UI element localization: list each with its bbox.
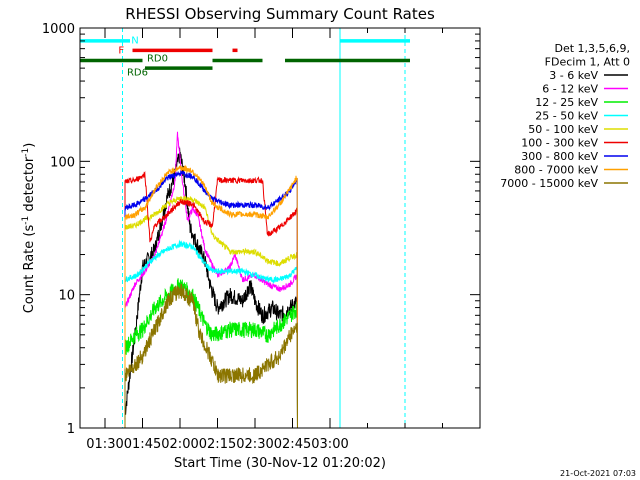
y-tick-label-3: 1000: [42, 22, 75, 37]
flag-label-2: RD0: [147, 54, 168, 65]
y-axis-label-main: Count Rate (s: [22, 225, 37, 314]
y-tick-label-0: 1: [67, 422, 75, 437]
legend-entry-4: 50 - 100 keV: [528, 123, 598, 136]
y-axis-label: Count Rate (s-1 detector-1): [21, 143, 37, 314]
x-axis-ticks: 01:30 01:45 02:00 02:15 02:30 02:45 03:00: [86, 28, 481, 452]
x-tick-label-6: 03:00: [311, 437, 348, 452]
flag-label-3: RD6: [127, 68, 148, 79]
x-tick-label-5: 02:45: [274, 437, 311, 452]
series-line-8: [124, 283, 298, 428]
series-line-0: [124, 147, 298, 428]
timestamp: 21-Oct-2021 07:03: [560, 469, 636, 478]
legend: Det 1,3,5,6,9,FDecim 1, Att 03 - 6 keV6 …: [500, 42, 630, 190]
legend-entry-7: 800 - 7000 keV: [514, 164, 598, 177]
series-line-6: [124, 169, 298, 428]
series-line-3: [124, 239, 298, 428]
series-line-4: [124, 195, 298, 428]
x-tick-label-4: 02:30: [236, 437, 273, 452]
x-tick-label-0: 01:30: [86, 437, 123, 452]
series-line-5: [124, 170, 298, 428]
legend-entry-2: 12 - 25 keV: [535, 96, 598, 109]
x-tick-label-3: 02:15: [199, 437, 236, 452]
x-tick-label-1: 01:45: [124, 437, 161, 452]
chart-title: RHESSI Observing Summary Count Rates: [125, 5, 435, 23]
y-tick-label-1: 10: [58, 289, 75, 304]
flag-label-0: N: [131, 35, 138, 46]
y-axis-label-end: ): [22, 143, 37, 148]
series-line-7: [124, 164, 298, 428]
flag-label-1: F: [118, 45, 124, 56]
legend-entry-6: 300 - 800 keV: [521, 150, 598, 163]
x-tick-label-2: 02:00: [161, 437, 198, 452]
legend-entry-3: 25 - 50 keV: [535, 110, 598, 123]
y-axis-label-sup1: -1: [21, 216, 31, 225]
series-line-2: [124, 278, 298, 428]
y-axis-label-sup2: -1: [21, 148, 31, 157]
legend-header-0: Det 1,3,5,6,9,: [554, 42, 630, 55]
y-tick-label-2: 100: [50, 155, 75, 170]
y-axis-ticks: 1 10 100 1000: [42, 22, 480, 437]
legend-entry-5: 100 - 300 keV: [521, 137, 598, 150]
y-axis-label-mid: detector: [22, 156, 37, 216]
legend-entry-8: 7000 - 15000 keV: [500, 177, 598, 190]
legend-entry-0: 3 - 6 keV: [549, 69, 598, 82]
legend-entry-1: 6 - 12 keV: [542, 83, 598, 96]
plot-area: NF RD0 RD6: [80, 28, 410, 428]
legend-header-1: FDecim 1, Att 0: [545, 56, 630, 69]
x-axis-label: Start Time (30-Nov-12 01:20:02): [174, 456, 386, 471]
plot-content: [80, 28, 410, 428]
plot-frame: [79, 27, 481, 429]
